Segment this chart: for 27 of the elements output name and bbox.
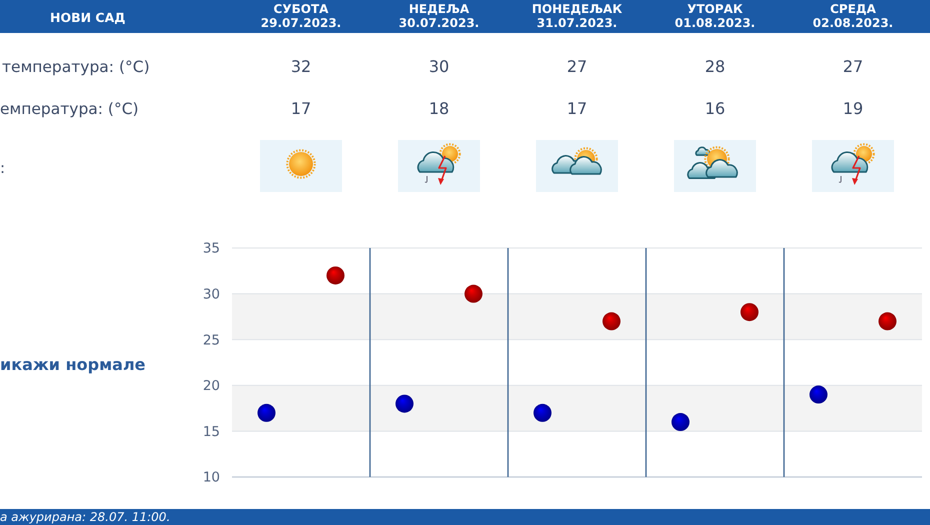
- data-label: 17: [566, 99, 588, 118]
- text: :: [0, 159, 6, 177]
- text: емпература: (°C): [0, 100, 139, 118]
- y-tick-label: 35: [202, 240, 220, 257]
- category-label: УТОРАК 01.08.2023.: [674, 2, 756, 30]
- data-label: 28: [704, 57, 726, 76]
- data-label: 17: [290, 99, 312, 118]
- data-label: 27: [842, 57, 864, 76]
- y-tick-label: 25: [202, 332, 220, 348]
- text: а ажурирана: 28.07. 11:00.: [0, 510, 170, 524]
- data-label: 18: [428, 99, 450, 118]
- y-tick-label: 10: [202, 470, 220, 486]
- text: икажи нормале: [0, 355, 146, 374]
- text: температура: (°C): [2, 58, 150, 76]
- y-tick-label: 30: [202, 286, 220, 303]
- category-label: ПОНЕДЕЉАК 31.07.2023.: [532, 2, 622, 30]
- data-label: 32: [290, 57, 312, 76]
- data-label: 30: [428, 57, 450, 76]
- text: НОВИ САД: [50, 10, 126, 25]
- data-label: 27: [566, 57, 588, 76]
- category-label: СУБОТА 29.07.2023.: [260, 2, 342, 30]
- y-tick-label: 20: [202, 378, 220, 394]
- data-label: 16: [704, 99, 726, 118]
- category-label: НЕДЕЉА 30.07.2023.: [398, 2, 480, 30]
- y-tick-label: 15: [202, 424, 220, 440]
- data-label: 19: [842, 99, 864, 118]
- category-label: СРЕДА 02.08.2023.: [812, 2, 894, 30]
